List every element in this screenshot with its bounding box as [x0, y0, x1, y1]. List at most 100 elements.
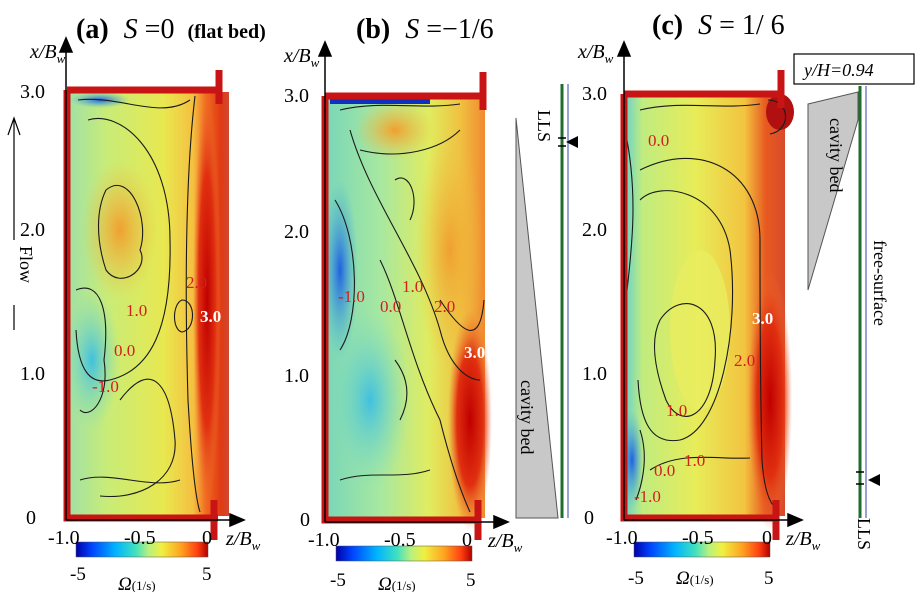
panel-a-contour-label-4: -1.0: [92, 377, 119, 396]
panel-b-lls-marker: [566, 136, 578, 148]
panel-b-contour-label-3: 2.0: [434, 297, 455, 316]
colorbar-a-label-main: Ω: [118, 574, 132, 592]
panel-c-xtick-0: -1.0: [606, 527, 638, 549]
panel-c-label: (c): [652, 10, 683, 41]
panel-c-cavity-bed: [807, 91, 859, 291]
panel-a-title: (a) S =0 (flat bed): [76, 14, 266, 45]
panel-c-ytick-2: 2.0: [582, 219, 607, 241]
panel-c-yaxis-arrow: [616, 40, 632, 57]
panel-a-ytick-2: 2.0: [20, 219, 45, 241]
panel-c-contour-6: [624, 129, 634, 301]
panel-c-axes: [616, 40, 804, 528]
panel-b-ytick-2: 2.0: [284, 221, 309, 243]
panel-c-contour-4: [649, 456, 751, 471]
panel-a-yaxis-arrow: [58, 36, 74, 53]
panel-b-ytick-0: 0: [300, 509, 310, 531]
panel-c-xaxis-arrow: [787, 512, 804, 528]
panel-c-title-var: S: [698, 10, 712, 41]
panel-c-xlabel-main: z/B: [785, 528, 812, 550]
panel-a-title-note: (flat bed): [187, 21, 265, 43]
panel-a-label: (a): [76, 14, 109, 45]
panel-a-contour-5: [79, 476, 181, 484]
colorbar-a: [75, 541, 209, 558]
colorbar-a-min: -5: [70, 564, 86, 585]
panel-a-ylabel-main: x/B: [29, 41, 57, 63]
panel-a-contours: [75, 95, 201, 513]
panel-c-cavity-bed-label: cavity bed: [826, 118, 846, 192]
panel-b-contour-label-0: 1.0: [402, 277, 423, 296]
colorbar-c-label-main: Ω: [676, 568, 690, 589]
panel-b-contour-3: [379, 259, 471, 513]
panel-a-ytick-3: 3.0: [20, 81, 45, 103]
flow-label: Flow: [16, 246, 36, 283]
panel-c-xtick-2: 0: [762, 527, 772, 549]
panel-a-frame-lbottom: [63, 90, 218, 522]
colorbar-b-label-sub: (1/s): [392, 578, 416, 592]
panel-c-ylabel: x/Bw: [577, 41, 614, 66]
panel-b-ytick-3: 3.0: [284, 85, 309, 107]
panel-b-axes: [317, 40, 510, 530]
panel-b-xlabel: z/Bw: [487, 530, 523, 555]
panel-a-xlabel: z/Bw: [225, 528, 261, 553]
panel-a-axes: [58, 36, 246, 528]
panel-b-title-var: S: [405, 14, 419, 45]
panel-a-contour-label-1: 1.0: [126, 301, 147, 320]
panel-c-lls-ticks: [856, 471, 864, 485]
panel-c-contour-1: [639, 157, 779, 511]
panel-c-yh-label: y/H=0.94: [802, 60, 874, 80]
panel-b-xtick-0: -1.0: [308, 529, 340, 551]
panel-b-xlabel-main: z/B: [487, 530, 514, 552]
panel-c-xlabel-sub: w: [812, 538, 821, 553]
panel-c-xtick-1: -0.5: [682, 527, 714, 549]
colorbar-a-label: Ω(1/s): [118, 574, 156, 592]
panel-c-yellow-blob: [670, 250, 730, 410]
panel-c-contour-3: [637, 190, 734, 442]
panel-a-ylabel-sub: w: [57, 51, 66, 66]
panel-b-xtick-1: -0.5: [384, 529, 416, 551]
panel-c-contour-label-2: 2.0: [734, 351, 755, 370]
flow-arrow-head: [7, 116, 21, 136]
panel-b: [317, 40, 578, 540]
colorbar-c-min: -5: [628, 568, 644, 589]
panel-b-contour-2: [349, 129, 481, 381]
colorbar-a-max: 5: [202, 564, 212, 585]
panel-c-contour-label-3: 1.0: [666, 401, 687, 420]
panel-a-contour-core-left: [185, 95, 201, 513]
panel-b-contour-orange: [359, 129, 461, 155]
panel-b-contour-label-4: 3.0: [464, 343, 485, 362]
panel-c-lls-label: LLS: [854, 518, 874, 550]
panel-b-contour-4: [394, 177, 415, 221]
panel-a-contour-1: [75, 118, 171, 382]
panel-b-lls-ticks: [558, 137, 566, 147]
panel-a-ytick-1: 1.0: [20, 363, 45, 385]
panel-a-contour-label-3: 0.0: [114, 341, 135, 360]
panel-c-ytick-1: 1.0: [582, 363, 607, 385]
panel-a-contour-top: [77, 98, 191, 109]
panel-a-ylabel: x/Bw: [29, 41, 66, 66]
flow-arrow: [7, 116, 21, 330]
panel-a-contour-3: [99, 378, 176, 498]
panel-b-ylabel-main: x/B: [283, 45, 311, 67]
colorbar-b-min: -5: [330, 570, 346, 591]
panel-a-ytick-0: 0: [26, 507, 36, 529]
panel-b-yaxis-arrow: [317, 40, 333, 57]
panel-a-xlabel-sub: w: [252, 538, 261, 553]
panel-b-cavity-bed-label: cavity bed: [517, 380, 537, 454]
panel-b-contours: [334, 103, 485, 513]
panel-b-xtick-2: 0: [462, 529, 472, 551]
panel-c-lls-marker: [868, 474, 880, 486]
panel-b-lls-label: LLS: [534, 110, 554, 142]
panel-b-title: (b) S =−1/6: [356, 14, 494, 45]
panel-c-ylabel-main: x/B: [577, 41, 605, 63]
panel-c-ytick-0: 0: [584, 507, 594, 529]
panel-b-contour-7: [394, 359, 408, 421]
panel-b-ylabel: x/Bw: [283, 45, 320, 70]
panel-a-contour-label-2: 3.0: [200, 307, 221, 326]
colorbar-b: [335, 545, 473, 562]
panel-b-contour-6: [339, 469, 431, 481]
panel-c-title-eq: = 1/ 6: [719, 10, 785, 41]
panel-c-red-core: [748, 270, 792, 530]
panel-c: [616, 40, 915, 540]
